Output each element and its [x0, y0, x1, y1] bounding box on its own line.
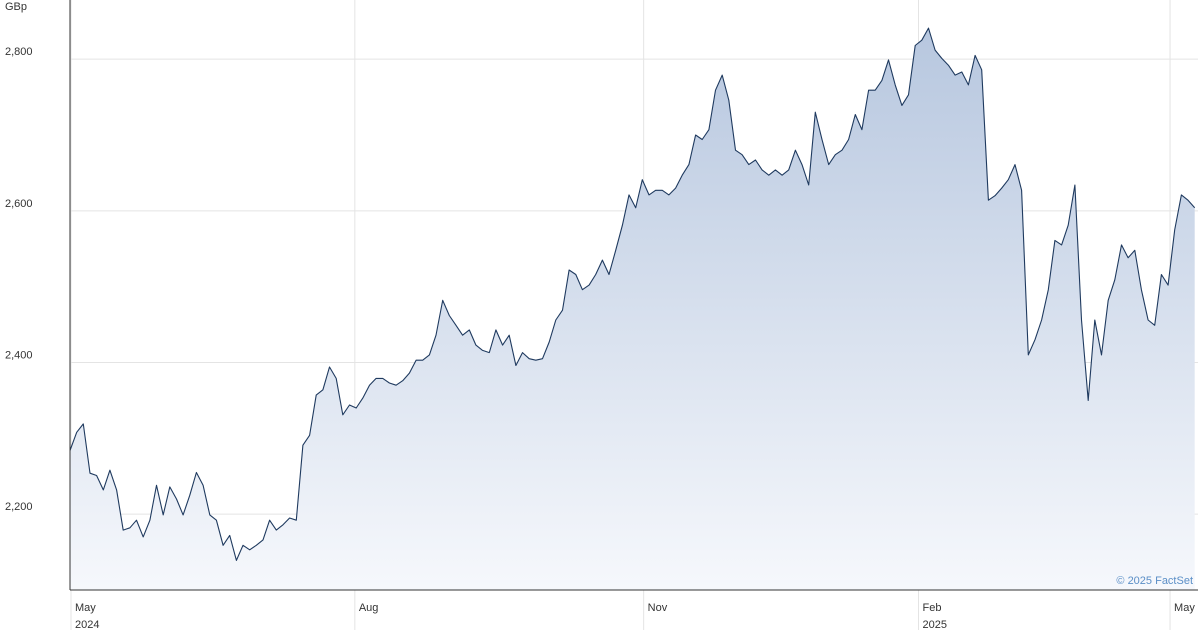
y-tick-label: 2,200	[5, 501, 33, 513]
x-tick-label: May	[1174, 602, 1195, 614]
x-tick-label: Feb	[922, 602, 941, 614]
y-tick-label: 2,400	[5, 349, 33, 361]
x-tick-label: Nov	[648, 602, 668, 614]
x-tick-year: 2025	[922, 619, 946, 630]
y-tick-label: 2,800	[5, 46, 33, 58]
x-tick-label: Aug	[359, 602, 379, 614]
x-tick-label: May	[75, 602, 96, 614]
area-fill	[70, 28, 1195, 591]
unit-label: GBp	[5, 1, 27, 13]
credit: © 2025 FactSet	[1116, 575, 1193, 587]
x-tick-year: 2024	[75, 619, 99, 630]
price-line	[69, 27, 1196, 561]
y-tick-label: 2,600	[5, 198, 33, 210]
